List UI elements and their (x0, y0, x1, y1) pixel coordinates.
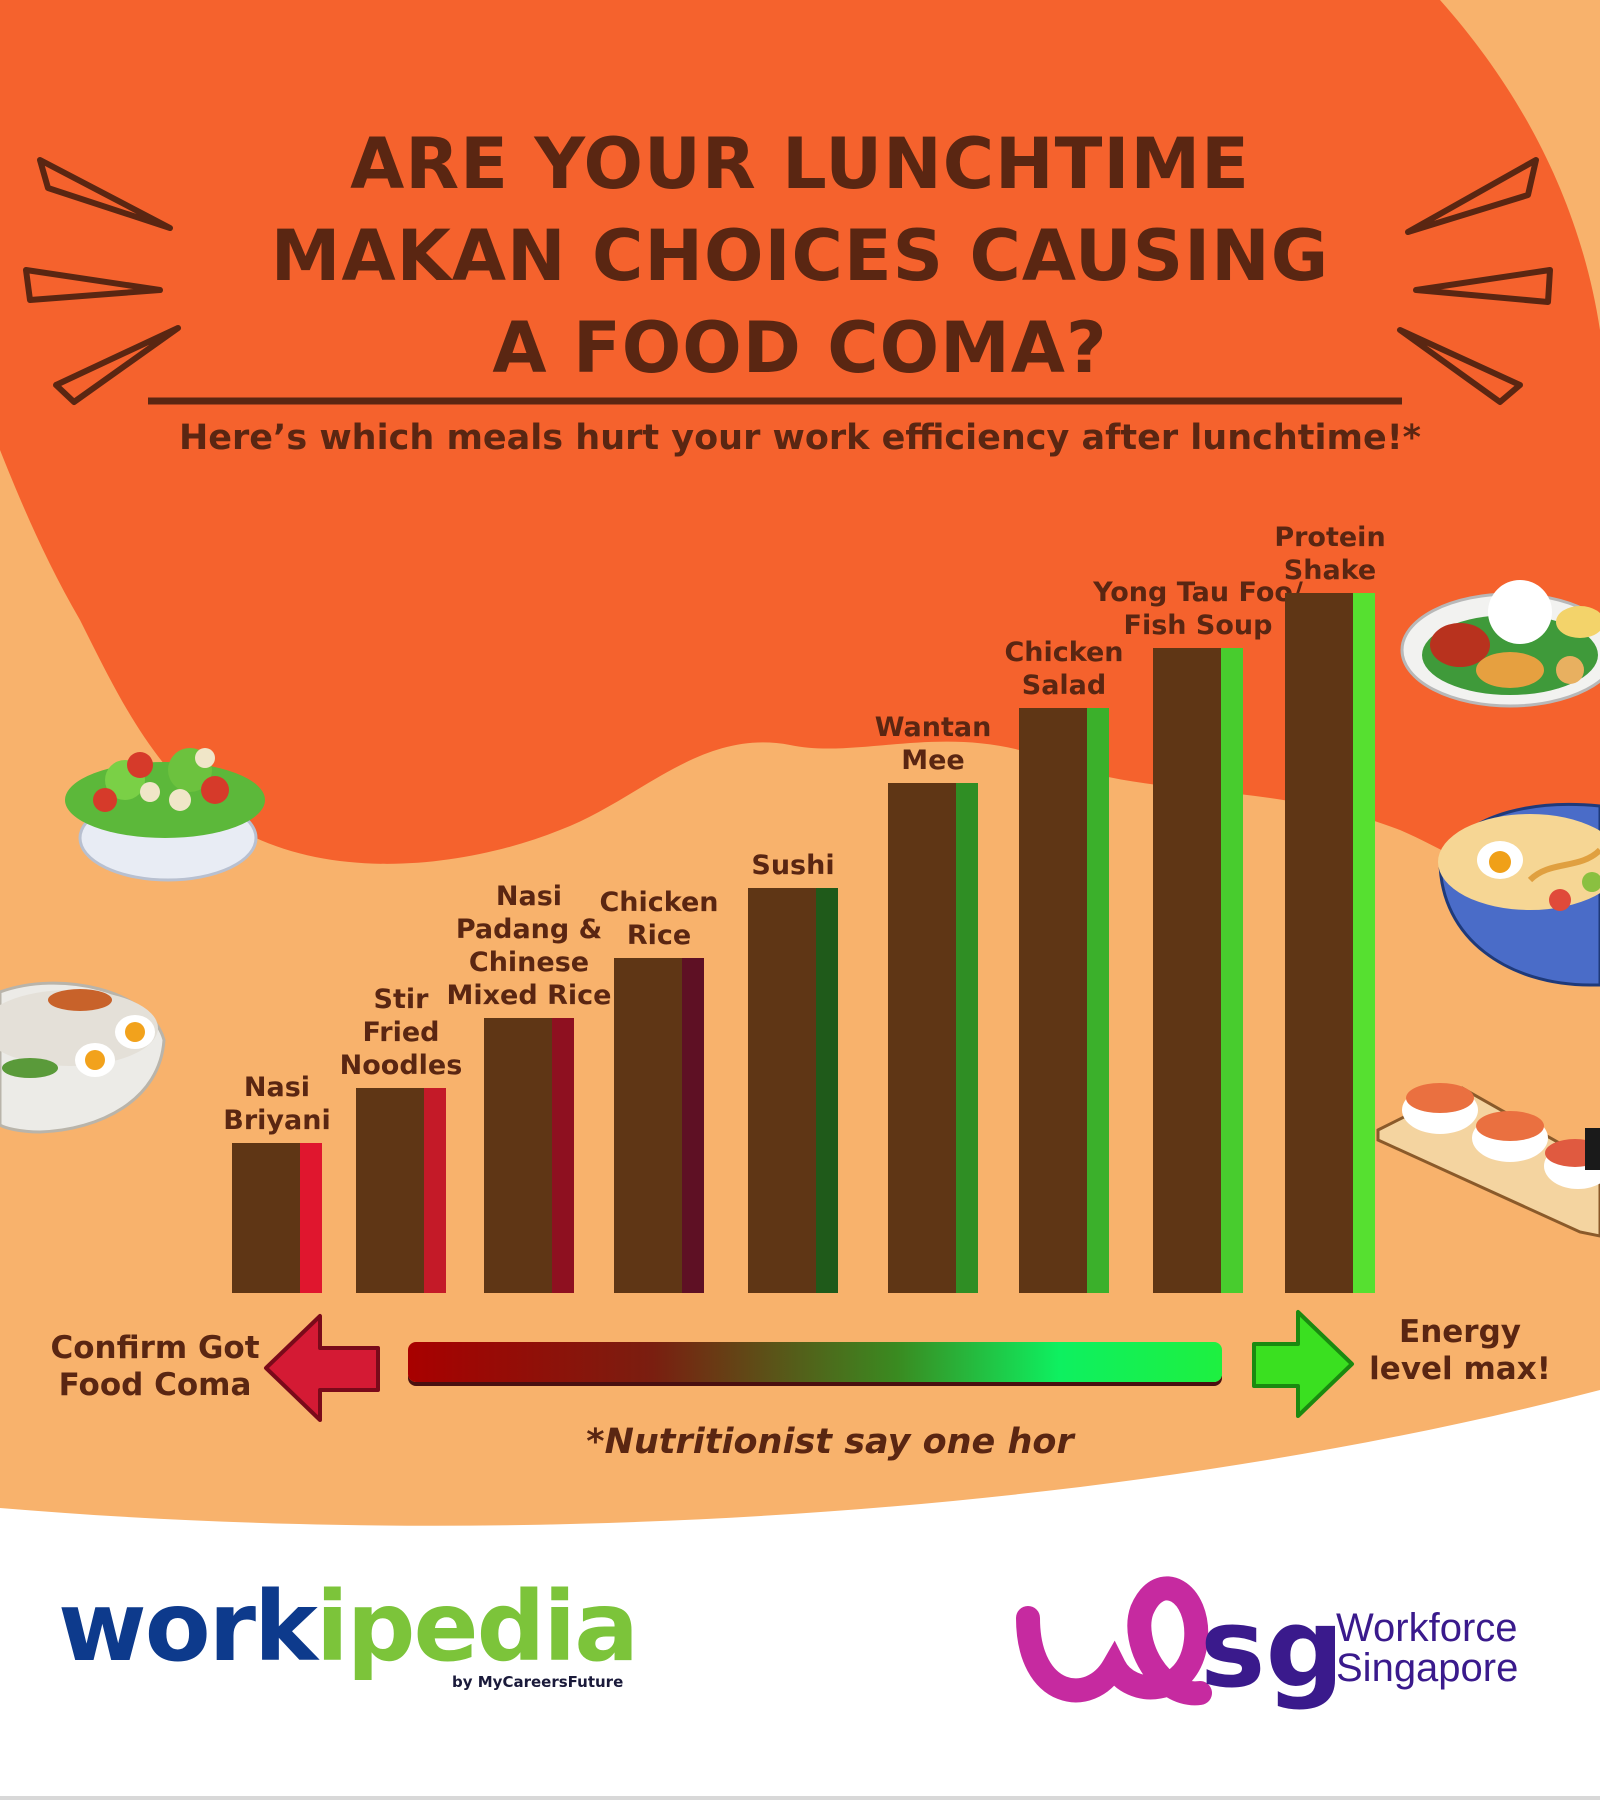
legend-left-line-1: Confirm Got (50, 1330, 260, 1366)
title-line-3: A FOOD COMA? (492, 307, 1108, 389)
bar-label-1-1: Fried (363, 1017, 440, 1048)
bar-accent-5 (956, 783, 978, 1293)
bar-label-6-1: Salad (1022, 670, 1106, 701)
bar-label-5-0: Wantan (875, 712, 992, 743)
bar-label-1-0: Stir (374, 984, 430, 1015)
bottom-edge (0, 1796, 1600, 1800)
workipedia-logo-part1: work (58, 1571, 318, 1683)
wsg-wordmark-line-2: Singapore (1336, 1646, 1519, 1690)
bar-label-2-2: Chinese (469, 947, 589, 978)
bar-label-8-0: Protein (1274, 522, 1385, 553)
bar-accent-0 (300, 1143, 322, 1293)
bar-label-0-0: Nasi (244, 1072, 310, 1103)
wsg-logo-letters: sg (1200, 1584, 1340, 1712)
bar-0 (232, 1143, 300, 1293)
burst-right-1 (1405, 157, 1539, 235)
bar-accent-3 (682, 958, 704, 1293)
bar-6 (1019, 708, 1087, 1293)
footnote: *Nutritionist say one hor (586, 1422, 1074, 1462)
bar-4 (748, 888, 816, 1293)
bar-label-2-3: Mixed Rice (447, 980, 612, 1011)
bar-1 (356, 1088, 424, 1293)
bar-accent-4 (816, 888, 838, 1293)
workipedia-logo: workipedia (58, 1571, 639, 1683)
legend-right-label: Energy level max! (1360, 1314, 1560, 1388)
wsg-wordmark: Workforce Singapore (1336, 1608, 1518, 1688)
title-line-2: MAKAN CHOICES CAUSING (270, 215, 1330, 297)
burst-lines-right (1397, 157, 1553, 405)
bar-label-4-0: Sushi (751, 850, 834, 881)
bar-accent-2 (552, 1018, 574, 1293)
salad-illustration (65, 748, 265, 882)
burst-left-2 (23, 267, 163, 303)
burst-right-3 (1397, 327, 1523, 405)
bar-label-8-1: Shake (1284, 555, 1376, 586)
bar-label-6-0: Chicken (1004, 637, 1123, 668)
bar-label-3-0: Chicken (599, 887, 718, 918)
bar-label-7-0: Yong Tau Foo/ (1092, 577, 1303, 608)
wsg-wordmark-line-1: Workforce (1336, 1606, 1518, 1650)
bar-8 (1285, 593, 1353, 1293)
legend-left-label: Confirm Got Food Coma (40, 1330, 270, 1404)
bar-label-2-1: Padang & (456, 914, 602, 945)
burst-left-1 (37, 157, 173, 231)
bar-accent-6 (1087, 708, 1109, 1293)
title-line-1: ARE YOUR LUNCHTIME (350, 123, 1250, 205)
bar-2 (484, 1018, 552, 1293)
legend-left-line-2: Food Coma (58, 1367, 252, 1403)
bar-label-2-0: Nasi (496, 881, 562, 912)
nasi-lemak-plate-illustration (1400, 580, 1600, 708)
page-title: ARE YOUR LUNCHTIME MAKAN CHOICES CAUSING… (160, 118, 1440, 394)
bar-label-7-1: Fish Soup (1124, 610, 1273, 641)
bar-label-0-1: Briyani (223, 1105, 330, 1136)
bar-label-5-1: Mee (901, 745, 965, 776)
bar-accent-7 (1221, 648, 1243, 1293)
subtitle: Here’s which meals hurt your work effici… (179, 418, 1421, 458)
workipedia-byline: by MyCareersFuture (452, 1673, 624, 1691)
right-arrow (1252, 1310, 1354, 1418)
bar-accent-1 (424, 1088, 446, 1293)
bar-label-1-2: Noodles (340, 1050, 463, 1081)
burst-lines-left (23, 157, 181, 405)
energy-gradient-scale (408, 1342, 1222, 1382)
noodle-soup-bowl-illustration (1438, 802, 1600, 987)
sushi-board-illustration (1376, 1083, 1600, 1238)
bar-3 (614, 958, 682, 1293)
left-arrow (264, 1314, 380, 1422)
wsg-logo: sg (1016, 1576, 1340, 1712)
bar-5 (888, 783, 956, 1293)
workipedia-logo-part2: ipedia (315, 1571, 639, 1683)
egg-bowl-illustration (0, 981, 166, 1134)
bar-7 (1153, 648, 1221, 1293)
legend-right-line-1: Energy (1399, 1314, 1521, 1350)
bar-label-3-1: Rice (627, 920, 691, 951)
bar-accent-8 (1353, 593, 1375, 1293)
burst-right-2 (1413, 267, 1553, 305)
burst-left-3 (53, 325, 181, 405)
legend-right-line-2: level max! (1369, 1351, 1551, 1387)
